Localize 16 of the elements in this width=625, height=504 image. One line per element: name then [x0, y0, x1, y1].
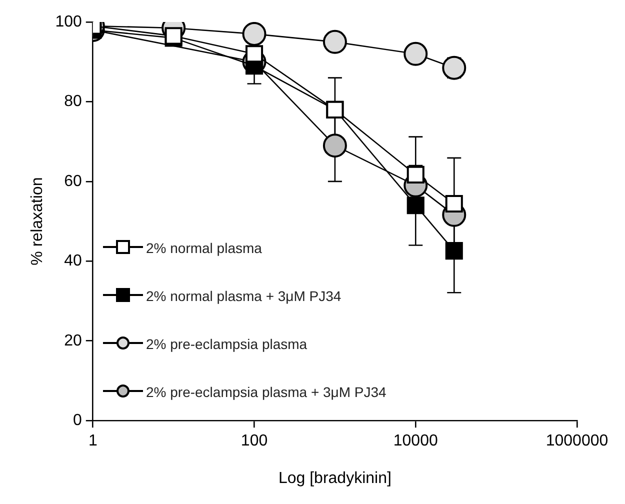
legend-label: 2% pre-eclampsia plasma + 3μM PJ34 — [146, 383, 386, 402]
y-tick-label: 60 — [64, 172, 82, 190]
y-tick-label: 0 — [72, 412, 82, 430]
y-tick-label: 40 — [64, 252, 82, 270]
legend-label: 2% normal plasma + 3μM PJ34 — [146, 287, 342, 306]
x-tick-label: 1 — [88, 432, 98, 450]
x-axis-title: Log [bradykinin] — [278, 470, 392, 487]
x-tick-label: 1000000 — [546, 432, 608, 450]
y-tick-label: 80 — [64, 93, 82, 110]
y-tick-label: 20 — [64, 332, 82, 350]
y-tick-label: 100 — [55, 13, 82, 30]
x-tick-label: 10000 — [393, 432, 438, 450]
legend-label: 2% normal plasma — [146, 239, 262, 258]
legend-label: 2% pre-eclampsia plasma — [146, 335, 308, 354]
y-axis-title: % relaxation — [29, 177, 46, 266]
x-tick-label: 100 — [240, 432, 268, 450]
